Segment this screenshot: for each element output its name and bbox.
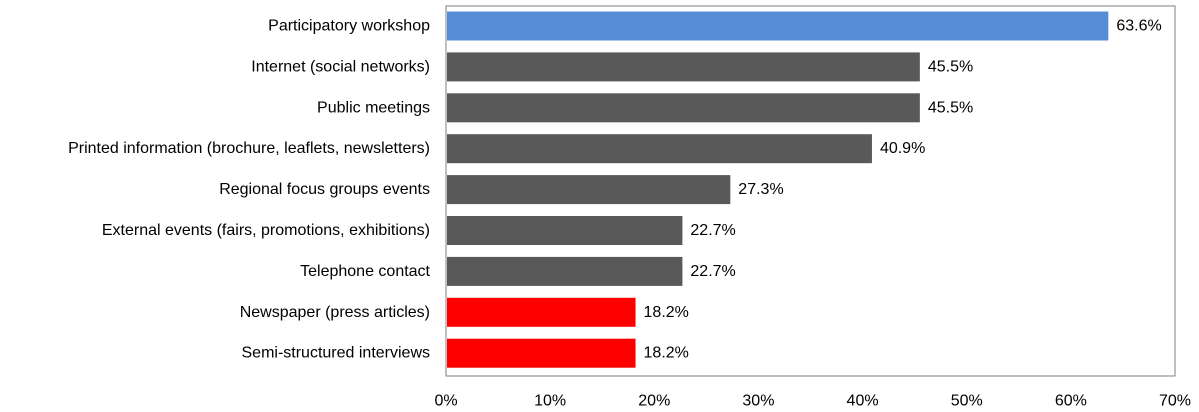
data-label: 40.9% bbox=[880, 140, 925, 157]
category-label: Semi-structured interviews bbox=[242, 345, 431, 362]
x-tick-label: 30% bbox=[742, 393, 774, 410]
x-tick-label: 10% bbox=[534, 393, 566, 410]
category-label: Public meetings bbox=[317, 99, 430, 116]
x-tick-label: 20% bbox=[638, 393, 670, 410]
x-tick-label: 50% bbox=[951, 393, 983, 410]
category-label: Regional focus groups events bbox=[219, 181, 430, 198]
data-label: 22.7% bbox=[690, 263, 735, 280]
category-label: Internet (social networks) bbox=[251, 58, 430, 75]
bar bbox=[447, 175, 731, 205]
bar bbox=[447, 297, 636, 327]
data-label: 45.5% bbox=[928, 99, 973, 116]
category-label: Newspaper (press articles) bbox=[240, 304, 430, 321]
category-label: External events (fairs, promotions, exhi… bbox=[102, 222, 430, 239]
data-label: 63.6% bbox=[1116, 18, 1161, 35]
bars-layer bbox=[447, 11, 1109, 368]
bar bbox=[447, 134, 872, 164]
data-label: 45.5% bbox=[928, 58, 973, 75]
category-label: Printed information (brochure, leaflets,… bbox=[68, 140, 430, 157]
category-label: Participatory workshop bbox=[268, 18, 430, 35]
x-tick-label: 40% bbox=[847, 393, 879, 410]
data-label: 18.2% bbox=[644, 345, 689, 362]
plot-area-frame bbox=[445, 5, 1176, 377]
labels-layer: Participatory workshop 63.6% Internet (soc… bbox=[68, 18, 1162, 362]
bar bbox=[447, 93, 920, 123]
x-tick-label: 0% bbox=[434, 393, 457, 410]
x-tick-label: 60% bbox=[1055, 393, 1087, 410]
category-label: Telephone contact bbox=[300, 263, 430, 280]
x-tick-label: 70% bbox=[1159, 393, 1191, 410]
bar bbox=[447, 338, 636, 368]
bar bbox=[447, 52, 920, 82]
data-label: 27.3% bbox=[738, 181, 783, 198]
x-axis-ticks: 0% 10% 20% 30% 40% 50% 60% 70% bbox=[434, 393, 1191, 410]
bar bbox=[447, 256, 683, 286]
bar bbox=[447, 11, 1109, 41]
data-label: 18.2% bbox=[644, 304, 689, 321]
data-label: 22.7% bbox=[690, 222, 735, 239]
bar bbox=[447, 216, 683, 245]
